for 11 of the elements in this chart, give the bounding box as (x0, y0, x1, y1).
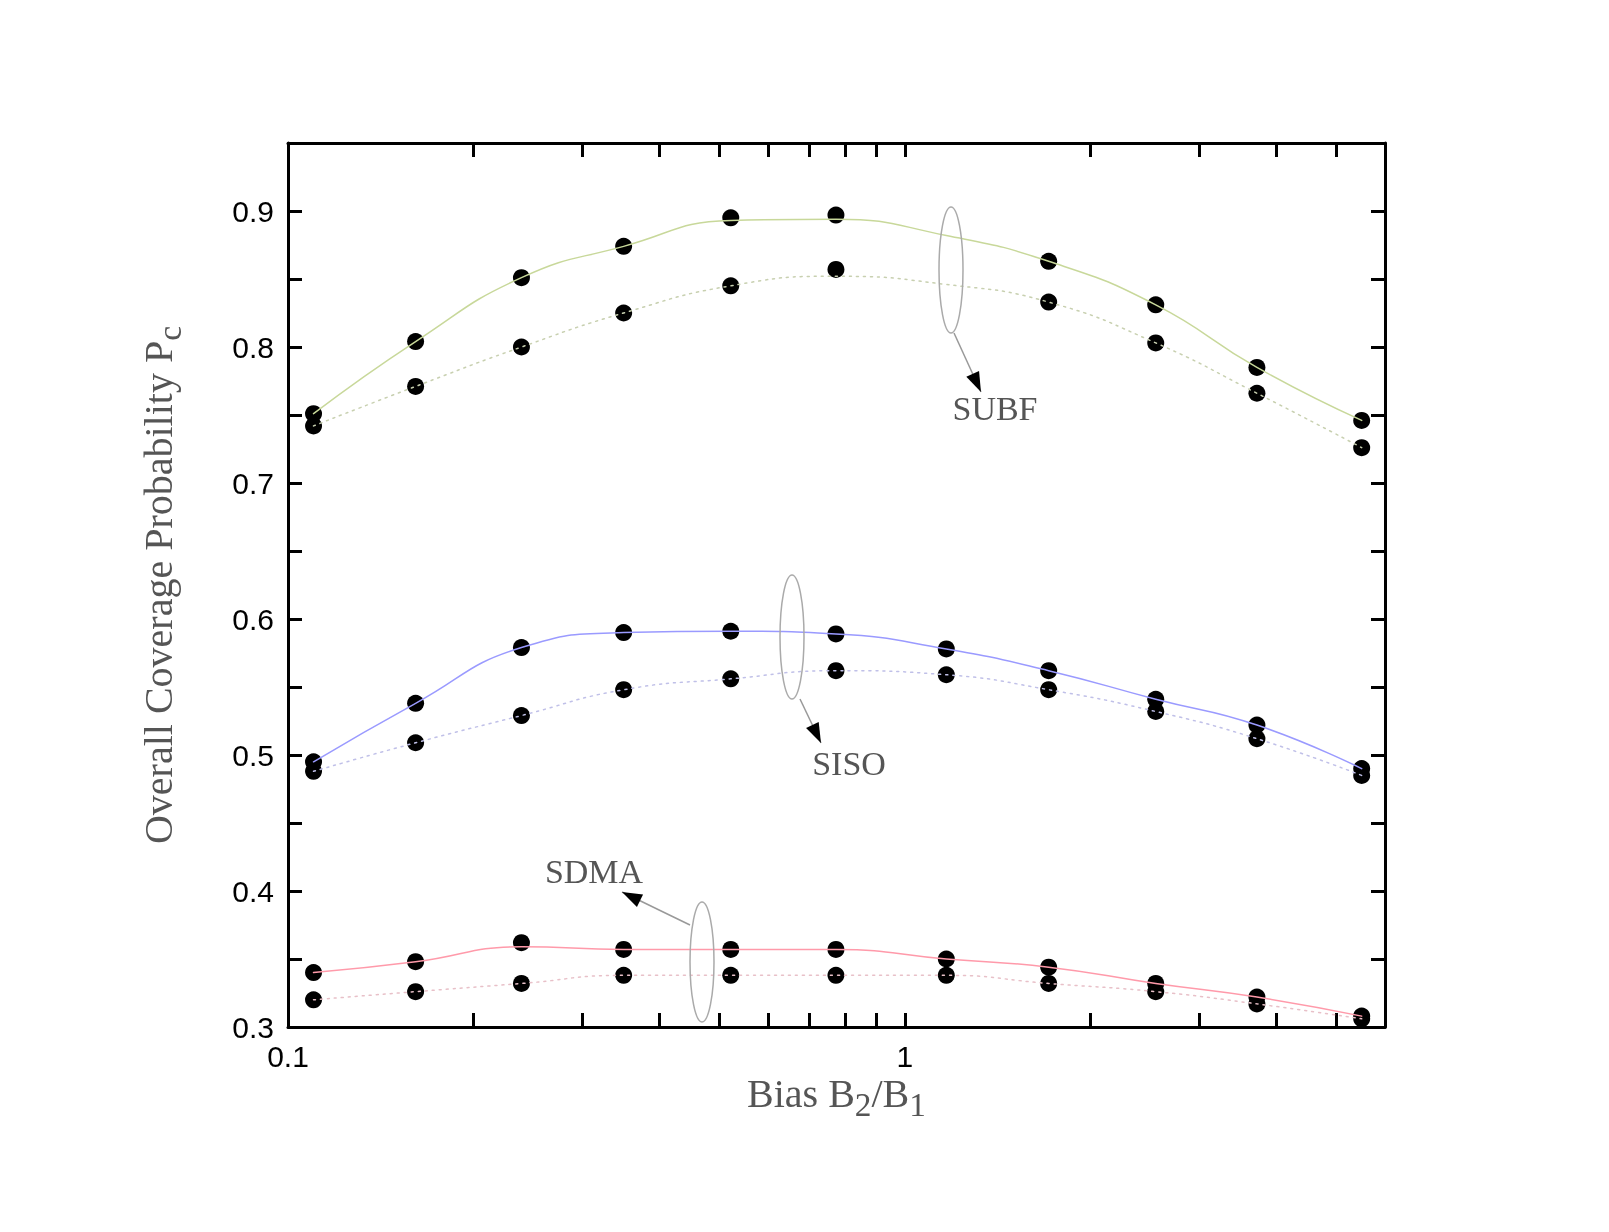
y-tick-label: 0.9 (232, 194, 274, 228)
annotation: SUBF (952, 390, 1038, 428)
annotation: SISO (812, 745, 886, 783)
y-tick-label: 0.8 (232, 330, 274, 364)
y-tick-label: 0.4 (232, 874, 274, 908)
annotation: SDMA (544, 853, 644, 891)
y-tick-label: 0.7 (232, 466, 274, 500)
y-tick-label: 0.5 (232, 738, 274, 772)
x-axis-title: Bias B$_{2}$/B$_{1}$ (747, 1070, 926, 1124)
x-tick-label: 1 (896, 1039, 914, 1073)
y-tick-label: 0.6 (232, 602, 274, 636)
